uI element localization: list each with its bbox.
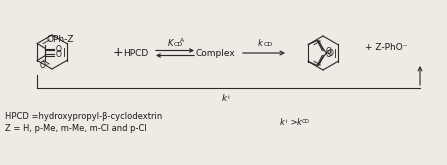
Text: >: >	[288, 118, 300, 127]
Text: k: k	[258, 39, 263, 49]
Text: CD: CD	[174, 43, 183, 48]
Text: O⁻: O⁻	[39, 61, 49, 70]
Text: Z = H, p-Me, m-Me, m-Cl and p-Cl: Z = H, p-Me, m-Me, m-Cl and p-Cl	[5, 124, 147, 133]
Text: k: k	[297, 118, 302, 127]
Text: HPCD =hydroxypropyl-β-cyclodextrin: HPCD =hydroxypropyl-β-cyclodextrin	[5, 112, 162, 121]
Text: OPh-Z: OPh-Z	[46, 34, 74, 44]
Text: O: O	[55, 45, 61, 54]
Text: O: O	[327, 49, 333, 57]
Text: k: k	[280, 118, 285, 127]
Text: O: O	[325, 47, 331, 56]
Text: O: O	[325, 50, 331, 59]
Text: K: K	[168, 39, 173, 49]
Text: + Z-PhO⁻: + Z-PhO⁻	[365, 43, 408, 51]
Text: A: A	[180, 38, 184, 44]
Text: O: O	[55, 50, 61, 59]
Text: k: k	[221, 94, 227, 103]
Text: Complex: Complex	[195, 49, 235, 57]
Text: +: +	[113, 47, 123, 60]
Text: i: i	[285, 119, 287, 124]
Text: CD: CD	[264, 42, 273, 47]
Text: CD: CD	[302, 119, 310, 124]
Text: HPCD: HPCD	[123, 49, 148, 57]
Text: i: i	[228, 95, 229, 100]
